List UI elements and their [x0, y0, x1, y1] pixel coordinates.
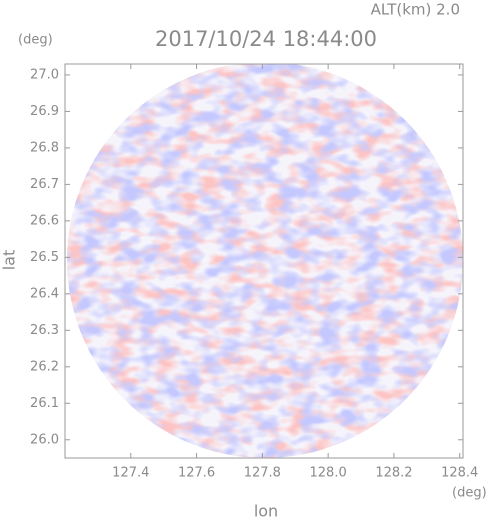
x-tick-label: 127.8: [244, 466, 281, 481]
x-tick-label: 127.4: [112, 466, 149, 481]
x-axis-label: lon: [254, 502, 278, 521]
chart-title: 2017/10/24 18:44:00: [155, 27, 377, 51]
x-tick-label: 127.6: [178, 466, 215, 481]
x-tick-label: 128.4: [441, 466, 478, 481]
x-tick-label: 128.2: [375, 466, 412, 481]
y-tick-label: 27.0: [30, 67, 59, 82]
y-tick-label: 26.0: [30, 432, 59, 447]
y-axis-label: lat: [0, 250, 19, 271]
chart-subtitle: ALT(km) 2.0: [371, 1, 460, 19]
y-tick-label: 26.2: [30, 359, 59, 374]
y-tick-label: 26.9: [30, 104, 59, 119]
y-tick-label: 26.6: [30, 213, 59, 228]
x-unit: (deg): [452, 486, 487, 501]
y-tick-label: 26.1: [30, 396, 59, 411]
y-tick-label: 26.3: [30, 323, 59, 338]
y-unit: (deg): [18, 33, 53, 48]
y-tick-label: 26.7: [30, 177, 59, 192]
y-tick-label: 26.5: [30, 250, 59, 265]
radar-field: [67, 64, 463, 458]
x-tick-label: 128.0: [310, 466, 347, 481]
plot-frame: [64, 63, 464, 459]
y-tick-label: 26.4: [30, 286, 59, 301]
y-tick-label: 26.8: [30, 140, 59, 155]
